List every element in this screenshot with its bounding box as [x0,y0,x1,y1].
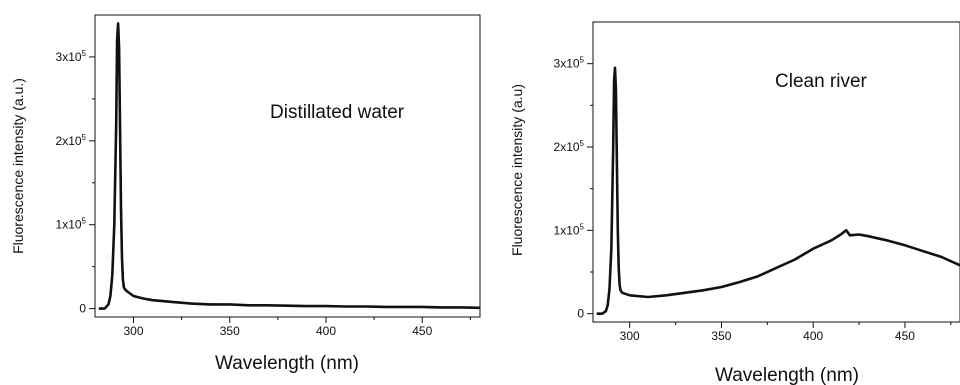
chart-panel-clean-river: 300 350 400 450 0 1x105 2x105 3x105 Clean rive… [509,21,960,385]
x-tick-label: 300 [123,324,143,338]
x-tick-label: 400 [803,329,823,343]
emission-spectrum-line [98,22,481,310]
x-axis-label: Wavelength (nm) [715,365,859,385]
y-axis-label: Fluorescence intensity (a.u.) [10,78,26,254]
y-tick-label: 1x105 [56,217,87,232]
plot-frame [592,21,960,323]
x-tick-label: 300 [620,329,640,343]
y-tick-label: 0 [577,307,584,321]
y-tick-label: 2x105 [56,133,87,148]
y-axis-ticks: 0 1x105 2x105 3x105 [56,49,95,316]
x-tick-label: 400 [316,324,336,338]
chart-panel-distillated-water: 300 350 400 450 0 1x105 2x105 3x105 Distillate… [10,14,481,374]
x-axis-ticks: 300 350 400 450 [123,317,471,338]
x-tick-label: 450 [895,329,915,343]
annotation-label: Distillated water [270,102,405,123]
y-tick-label: 2x105 [554,139,585,154]
y-axis-ticks: 0 1x105 2x105 3x105 [554,56,593,321]
y-axis-label: Fluorescence intensity (a.u) [509,84,525,256]
x-tick-label: 350 [711,329,731,343]
y-tick-label: 3x105 [56,49,87,64]
x-axis-label: Wavelength (nm) [215,353,359,374]
y-tick-label: 1x105 [554,222,585,237]
emission-spectrum-line [596,66,960,315]
y-tick-label: 3x105 [554,56,585,71]
y-tick-label: 0 [79,302,86,316]
x-axis-ticks: 300 350 400 450 [620,322,952,343]
plot-frame [94,14,481,318]
x-tick-label: 450 [412,324,432,338]
annotation-label: Clean river [775,71,868,92]
x-tick-label: 350 [220,324,240,338]
